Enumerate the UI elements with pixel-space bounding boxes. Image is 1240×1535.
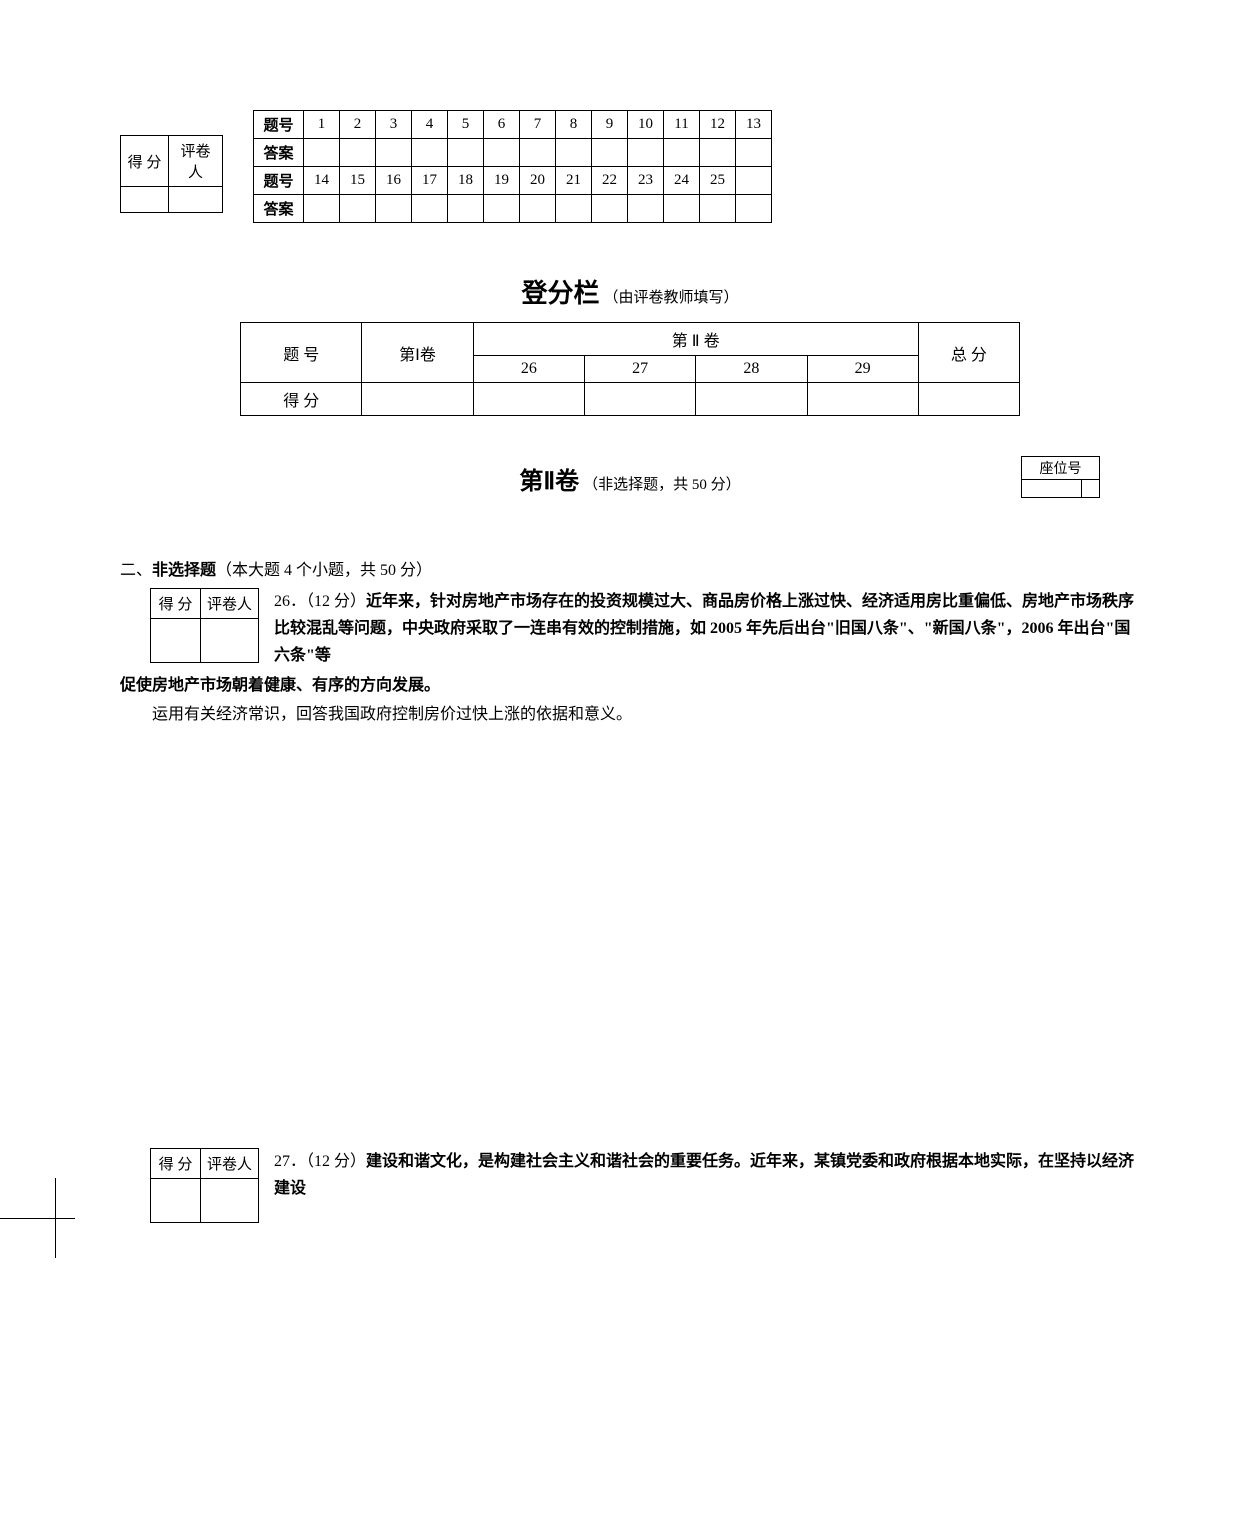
binding-mark [0, 1178, 75, 1258]
qnum: 18 [448, 167, 484, 195]
qnum: 13 [736, 111, 772, 139]
section2-header: 二、非选择题（本大题 4 个小题，共 50 分） [120, 556, 1140, 580]
qnum: 15 [340, 167, 376, 195]
score-row-label: 得 分 [241, 383, 362, 416]
q27-text: 27．（12 分）建设和谐文化，是构建社会主义和谐社会的重要任务。近年来，某镇党… [274, 1148, 1140, 1202]
qnum: 3 [376, 111, 412, 139]
qnum: 2 [340, 111, 376, 139]
section-prefix: 二、 [120, 562, 152, 579]
answer-row-header-2: 题号 14 15 16 17 18 19 20 21 22 23 24 25 [254, 167, 772, 195]
qnum-header: 题 号 [241, 323, 362, 383]
qnum: 7 [520, 111, 556, 139]
row-label: 题号 [254, 167, 304, 195]
q27-bold1: 建设和谐文化，是构建社会主义和谐社会的重要任务。 [366, 1153, 750, 1170]
q26-line3: 运用有关经济常识，回答我国政府控制房价过快上涨的依据和意义。 [120, 701, 1140, 728]
seat-number-box: 座位号 [1021, 456, 1100, 498]
score-label: 得 分 [121, 136, 169, 187]
q26-cont-bold: 促使房地产市场朝着健康、有序的方向发展。 [120, 677, 440, 694]
score-summary-table: 题 号 第Ⅰ卷 第 Ⅱ 卷 总 分 26 27 28 29 得 分 [240, 322, 1020, 416]
total-header: 总 分 [918, 323, 1019, 383]
qnum: 11 [664, 111, 700, 139]
title-big: 登分栏 [521, 279, 599, 308]
qnum: 17 [412, 167, 448, 195]
qnum: 19 [484, 167, 520, 195]
score-cell [121, 187, 169, 213]
qnum: 22 [592, 167, 628, 195]
answer-row-blank-2: 答案 [254, 195, 772, 223]
score-grader-table-top: 得 分 评卷人 [120, 135, 223, 213]
paper1-header: 第Ⅰ卷 [362, 323, 473, 383]
score-label: 得 分 [151, 1148, 201, 1178]
col-26: 26 [473, 356, 584, 383]
paper2-header: 第 Ⅱ 卷 [473, 323, 918, 356]
qnum: 10 [628, 111, 664, 139]
part2-subtitle: （非选择题，共 50 分） [583, 477, 741, 493]
qnum: 21 [556, 167, 592, 195]
score-box-q27: 得 分 评卷人 [150, 1148, 259, 1223]
q26-bold1: 近年来，针对房地产市场存在的投资规模过大、 [366, 593, 702, 610]
col-28: 28 [696, 356, 807, 383]
qnum: 24 [664, 167, 700, 195]
q26-pre: 26．（12 分） [274, 593, 366, 610]
qnum: 25 [700, 167, 736, 195]
grader-label: 评卷人 [201, 1148, 259, 1178]
score-label: 得 分 [151, 589, 201, 619]
answer-grid-table: 题号 1 2 3 4 5 6 7 8 9 10 11 12 13 答案 题号 1… [253, 110, 772, 223]
col-29: 29 [807, 356, 918, 383]
q26-continued: 促使房地产市场朝着健康、有序的方向发展。 [120, 672, 1140, 699]
q26-text-right: 26．（12 分）近年来，针对房地产市场存在的投资规模过大、商品房价格上涨过快、… [274, 588, 1140, 670]
title-small: （由评卷教师填写） [604, 290, 739, 306]
answer-row-header-1: 题号 1 2 3 4 5 6 7 8 9 10 11 12 13 [254, 111, 772, 139]
qnum: 1 [304, 111, 340, 139]
section-bold: 非选择题 [152, 562, 216, 579]
score-column-title: 登分栏 （由评卷教师填写） [120, 273, 1140, 310]
qnum: 5 [448, 111, 484, 139]
part2-header: 第Ⅱ卷 （非选择题，共 50 分） 座位号 [120, 461, 1140, 496]
qnum [736, 167, 772, 195]
part2-title: 第Ⅱ卷 [519, 469, 579, 495]
qnum: 12 [700, 111, 736, 139]
score-box-q26: 得 分 评卷人 [150, 588, 259, 663]
qnum: 6 [484, 111, 520, 139]
qnum: 14 [304, 167, 340, 195]
qnum: 23 [628, 167, 664, 195]
section-post: （本大题 4 个小题，共 50 分） [216, 562, 432, 579]
grader-label: 评卷人 [201, 589, 259, 619]
answer-row-blank-1: 答案 [254, 139, 772, 167]
qnum: 16 [376, 167, 412, 195]
row-label: 题号 [254, 111, 304, 139]
row-label: 答案 [254, 139, 304, 167]
qnum: 20 [520, 167, 556, 195]
col-27: 27 [584, 356, 695, 383]
qnum: 9 [592, 111, 628, 139]
qnum: 4 [412, 111, 448, 139]
qnum: 8 [556, 111, 592, 139]
seat-label: 座位号 [1022, 457, 1100, 480]
grader-label: 评卷人 [169, 136, 223, 187]
grader-cell [169, 187, 223, 213]
row-label: 答案 [254, 195, 304, 223]
q27-pre: 27．（12 分） [274, 1153, 366, 1170]
